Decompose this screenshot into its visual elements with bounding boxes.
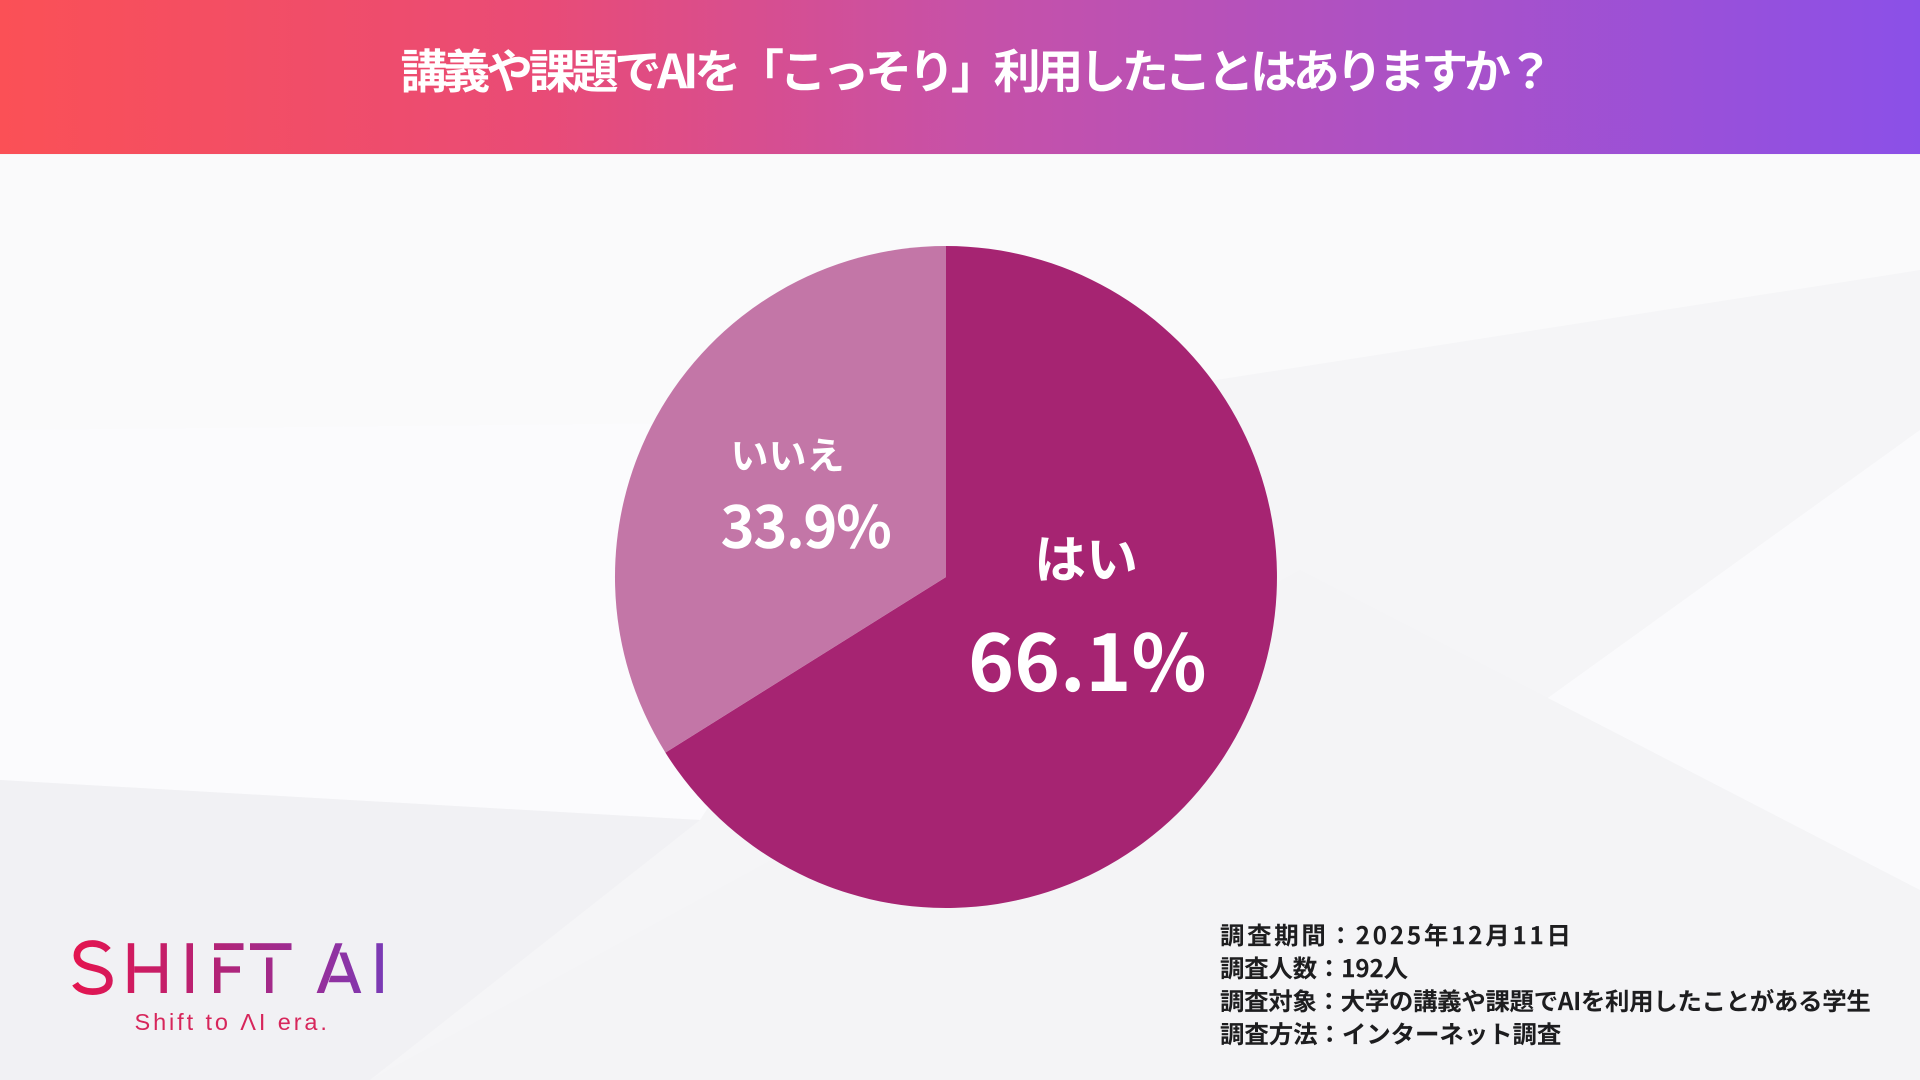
svg-text:Shift to ΛI era.: Shift to ΛI era. <box>135 1009 330 1035</box>
